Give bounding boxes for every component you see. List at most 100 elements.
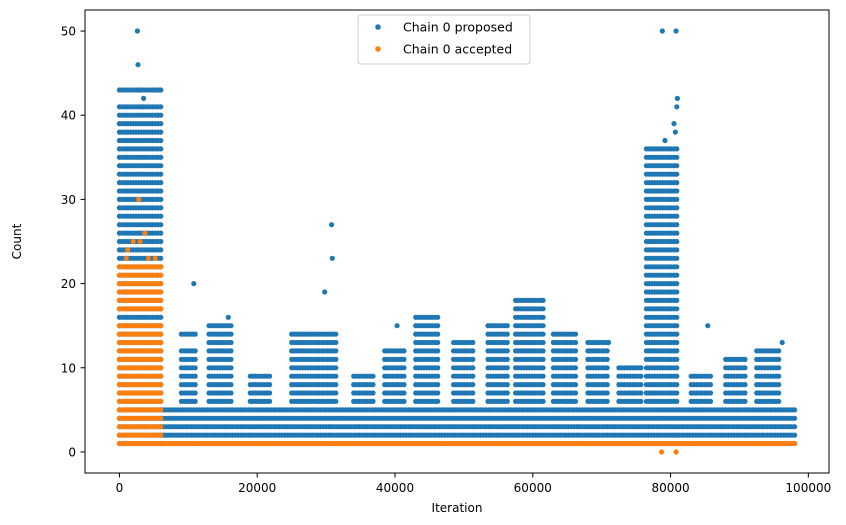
data-point bbox=[659, 28, 665, 34]
data-points bbox=[116, 28, 798, 455]
data-point bbox=[572, 365, 579, 371]
data-point bbox=[401, 365, 407, 371]
data-point bbox=[158, 264, 164, 270]
data-point bbox=[673, 28, 679, 34]
legend: Chain 0 proposed Chain 0 accepted bbox=[357, 14, 531, 65]
data-point bbox=[707, 382, 714, 388]
data-point bbox=[470, 382, 476, 388]
data-point bbox=[158, 382, 164, 388]
data-point bbox=[674, 365, 680, 371]
data-point bbox=[540, 382, 546, 388]
data-point bbox=[158, 424, 164, 430]
data-point bbox=[674, 281, 680, 287]
x-tick-label: 60000 bbox=[514, 481, 552, 495]
data-point bbox=[225, 314, 231, 320]
data-point bbox=[638, 365, 644, 371]
data-point bbox=[540, 339, 546, 346]
data-point bbox=[540, 365, 546, 371]
data-point bbox=[674, 390, 680, 396]
data-point bbox=[158, 373, 164, 379]
data-point bbox=[674, 213, 680, 219]
data-point bbox=[158, 121, 164, 127]
data-point bbox=[333, 348, 339, 354]
data-point bbox=[158, 163, 164, 169]
data-point bbox=[435, 390, 441, 396]
data-point bbox=[540, 314, 546, 320]
axis-ticks: 0 20000 40000 60000 80000 100000 0 10 20 30 40 50 bbox=[61, 25, 832, 495]
data-point bbox=[158, 281, 164, 287]
data-point bbox=[742, 398, 748, 404]
data-point bbox=[572, 331, 579, 337]
data-point bbox=[158, 407, 164, 413]
data-point bbox=[776, 382, 782, 388]
data-point bbox=[470, 398, 476, 404]
data-point bbox=[504, 348, 510, 354]
data-point bbox=[470, 356, 476, 362]
data-point bbox=[572, 398, 579, 404]
data-point bbox=[333, 390, 339, 396]
data-point bbox=[504, 382, 510, 388]
data-point bbox=[540, 348, 546, 354]
data-point bbox=[792, 407, 798, 413]
data-point bbox=[394, 323, 400, 329]
data-point bbox=[333, 373, 339, 379]
data-point bbox=[267, 390, 273, 396]
data-point bbox=[674, 373, 680, 379]
data-point bbox=[604, 356, 610, 362]
legend-box bbox=[357, 14, 531, 65]
data-point bbox=[707, 373, 714, 379]
data-point bbox=[435, 348, 441, 354]
data-point bbox=[158, 432, 164, 438]
data-point bbox=[572, 382, 579, 388]
data-point bbox=[504, 323, 510, 329]
data-point bbox=[792, 415, 798, 421]
data-point bbox=[435, 382, 441, 388]
data-point bbox=[333, 382, 339, 388]
data-point bbox=[776, 398, 782, 404]
data-point bbox=[267, 373, 273, 379]
data-point bbox=[401, 398, 407, 404]
data-point bbox=[540, 306, 546, 312]
data-point bbox=[742, 365, 748, 371]
data-point bbox=[192, 356, 198, 362]
data-point bbox=[135, 62, 141, 68]
data-point bbox=[674, 205, 680, 211]
data-point bbox=[158, 213, 164, 219]
data-point bbox=[504, 373, 510, 379]
data-point bbox=[228, 390, 234, 396]
data-point bbox=[435, 365, 441, 371]
data-point bbox=[572, 348, 579, 354]
data-point bbox=[604, 365, 610, 371]
data-point bbox=[776, 373, 782, 379]
data-point bbox=[638, 382, 644, 388]
x-axis-label: Iteration bbox=[432, 501, 483, 515]
data-point bbox=[572, 390, 579, 396]
data-point bbox=[435, 314, 441, 320]
data-point bbox=[137, 238, 143, 245]
data-point bbox=[792, 424, 798, 430]
data-point bbox=[674, 382, 680, 388]
x-tick-label: 20000 bbox=[238, 481, 276, 495]
y-tick-label: 20 bbox=[61, 277, 76, 291]
data-point bbox=[742, 382, 748, 388]
data-point bbox=[540, 323, 546, 329]
data-point bbox=[401, 348, 407, 354]
data-point bbox=[401, 373, 407, 379]
data-point bbox=[470, 390, 476, 396]
data-point bbox=[674, 264, 680, 270]
data-point bbox=[674, 272, 680, 278]
data-point bbox=[158, 289, 164, 295]
data-point bbox=[370, 382, 376, 388]
data-point bbox=[158, 196, 164, 202]
data-point bbox=[742, 356, 748, 362]
data-point bbox=[123, 255, 129, 261]
data-point bbox=[604, 373, 610, 379]
data-point bbox=[125, 247, 131, 253]
data-point bbox=[401, 356, 407, 362]
data-point bbox=[707, 390, 714, 396]
data-point bbox=[370, 390, 376, 396]
data-point bbox=[572, 373, 579, 379]
data-point bbox=[540, 297, 546, 303]
data-point bbox=[158, 104, 164, 110]
data-point bbox=[158, 247, 164, 253]
